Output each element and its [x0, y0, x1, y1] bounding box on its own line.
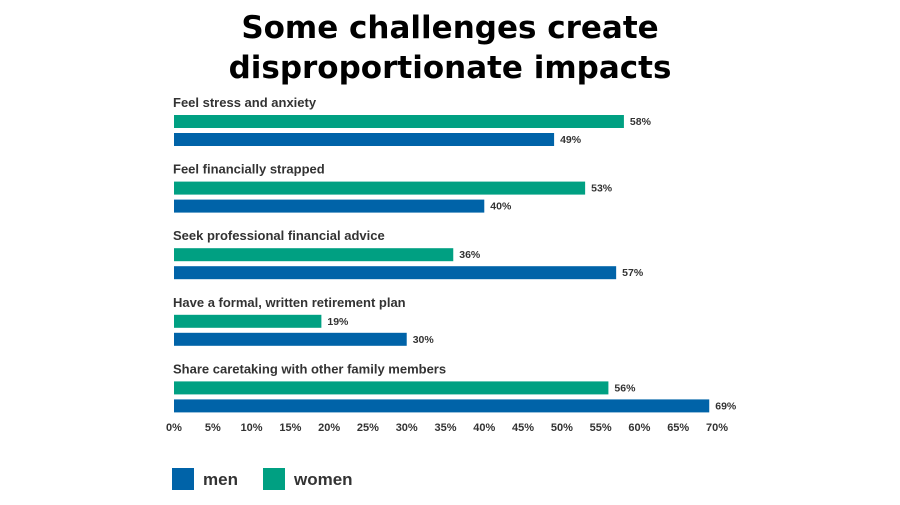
x-tick-label: 15% [279, 422, 301, 434]
bar-men [174, 199, 485, 213]
data-label-men: 40% [490, 201, 512, 213]
bar-men [174, 266, 617, 280]
bar-men [174, 332, 407, 346]
legend-swatch-men [172, 468, 194, 490]
data-label-men: 57% [622, 267, 644, 279]
category-label: Feel stress and anxiety [173, 95, 317, 110]
x-tick-label: 60% [628, 422, 650, 434]
x-tick-label: 10% [241, 422, 263, 434]
legend-label-men: men [203, 470, 238, 489]
bar-women [174, 181, 586, 195]
x-tick-label: 0% [166, 422, 182, 434]
x-tick-label: 70% [706, 422, 728, 434]
x-tick-label: 40% [473, 422, 495, 434]
category-label: Seek professional financial advice [173, 228, 385, 243]
x-tick-label: 20% [318, 422, 340, 434]
x-tick-label: 50% [551, 422, 573, 434]
chart-title: Some challenges create disproportionate … [0, 8, 900, 88]
data-label-men: 49% [560, 134, 582, 146]
x-tick-label: 25% [357, 422, 379, 434]
legend-label-women: women [293, 470, 353, 489]
chart-title-line-1: Some challenges create [241, 10, 659, 46]
x-tick-label: 35% [434, 422, 456, 434]
bar-women [174, 381, 609, 395]
bar-women [174, 248, 454, 262]
data-label-men: 69% [715, 400, 737, 412]
x-tick-label: 5% [205, 422, 221, 434]
bar-men [174, 133, 555, 146]
data-label-women: 36% [459, 249, 481, 261]
data-label-women: 53% [591, 183, 613, 195]
data-label-women: 56% [614, 382, 636, 394]
category-label: Have a formal, written retirement plan [173, 295, 406, 310]
data-label-men: 30% [413, 334, 435, 346]
data-label-women: 58% [630, 116, 652, 128]
data-label-women: 19% [327, 316, 349, 328]
bar-men [174, 399, 710, 413]
x-tick-label: 55% [590, 422, 612, 434]
x-tick-label: 45% [512, 422, 534, 434]
chart-title-line-2: disproportionate impacts [228, 50, 672, 86]
x-tick-label: 30% [396, 422, 418, 434]
bar-women [174, 115, 624, 128]
bar-women [174, 314, 322, 328]
x-tick-label: 65% [667, 422, 689, 434]
category-label: Share caretaking with other family membe… [173, 361, 446, 376]
legend-swatch-women [263, 468, 285, 490]
category-label: Feel financially strapped [173, 162, 325, 177]
